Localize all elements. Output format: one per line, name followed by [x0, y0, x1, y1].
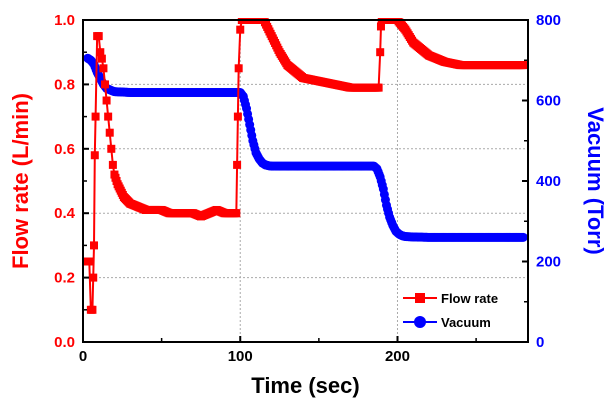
- right-y-tick-label: 600: [536, 93, 561, 110]
- flow-rate-point: [233, 112, 242, 121]
- flow-rate-point: [101, 80, 110, 89]
- legend-vacuum-label: Vacuum: [441, 315, 491, 330]
- right-y-tick-label: 400: [536, 173, 561, 190]
- flow-rate-point: [105, 128, 114, 137]
- x-tick-label: 0: [79, 348, 87, 365]
- flow-rate-point: [85, 257, 94, 266]
- right-y-axis-title: Vacuum (Torr): [583, 107, 608, 255]
- right-y-tick-label: 0: [536, 334, 544, 351]
- flow-rate-point: [376, 48, 385, 57]
- flow-rate-point: [102, 96, 111, 105]
- flow-rate-point: [90, 241, 99, 250]
- legend-flow-rate-label: Flow rate: [441, 291, 498, 306]
- x-tick-label: 100: [228, 348, 253, 365]
- legend-flow-rate-marker: [415, 293, 425, 303]
- right-y-tick-label: 200: [536, 254, 561, 271]
- flow-rate-point: [233, 160, 242, 169]
- flow-rate-point: [88, 305, 97, 314]
- flow-rate-point: [232, 209, 241, 218]
- x-tick-label: 200: [385, 348, 410, 365]
- left-y-tick-label: 0.6: [54, 141, 75, 158]
- vacuum-point: [518, 232, 528, 242]
- x-axis-title: Time (sec): [251, 373, 359, 398]
- flow-rate-point: [96, 48, 105, 57]
- flow-rate-point: [236, 25, 245, 34]
- grid: [83, 20, 528, 342]
- left-y-axis-title: Flow rate (L/min): [8, 93, 33, 269]
- left-y-tick-label: 0.4: [54, 205, 76, 222]
- flow-rate-point: [374, 83, 383, 92]
- left-y-tick-label: 0.2: [54, 270, 75, 287]
- flow-rate-point: [234, 64, 243, 73]
- flow-rate-point: [519, 61, 528, 70]
- flow-rate-point: [104, 112, 113, 121]
- left-y-tick-label: 0.8: [54, 76, 75, 93]
- right-y-tick-label: 800: [536, 12, 561, 29]
- left-y-tick-label: 0.0: [54, 334, 75, 351]
- flow-rate-point: [108, 160, 117, 169]
- plot-series: [83, 18, 528, 314]
- legend-vacuum-marker: [414, 316, 426, 328]
- flow-rate-point: [376, 22, 385, 31]
- legend: Flow rate Vacuum: [403, 291, 498, 330]
- flow-rate-point: [91, 112, 100, 121]
- flow-rate-point: [94, 32, 103, 41]
- flow-rate-point: [107, 144, 116, 153]
- flow-rate-point: [99, 64, 108, 73]
- flow-rate-point: [89, 273, 98, 282]
- axes: 0 100 200 0.0 0.2 0.4 0.6 0.8 1.0 0 200 400 600 800: [54, 12, 561, 365]
- left-y-tick-label: 1.0: [54, 12, 75, 29]
- flow-rate-point: [97, 54, 106, 63]
- flow-rate-point: [90, 151, 99, 160]
